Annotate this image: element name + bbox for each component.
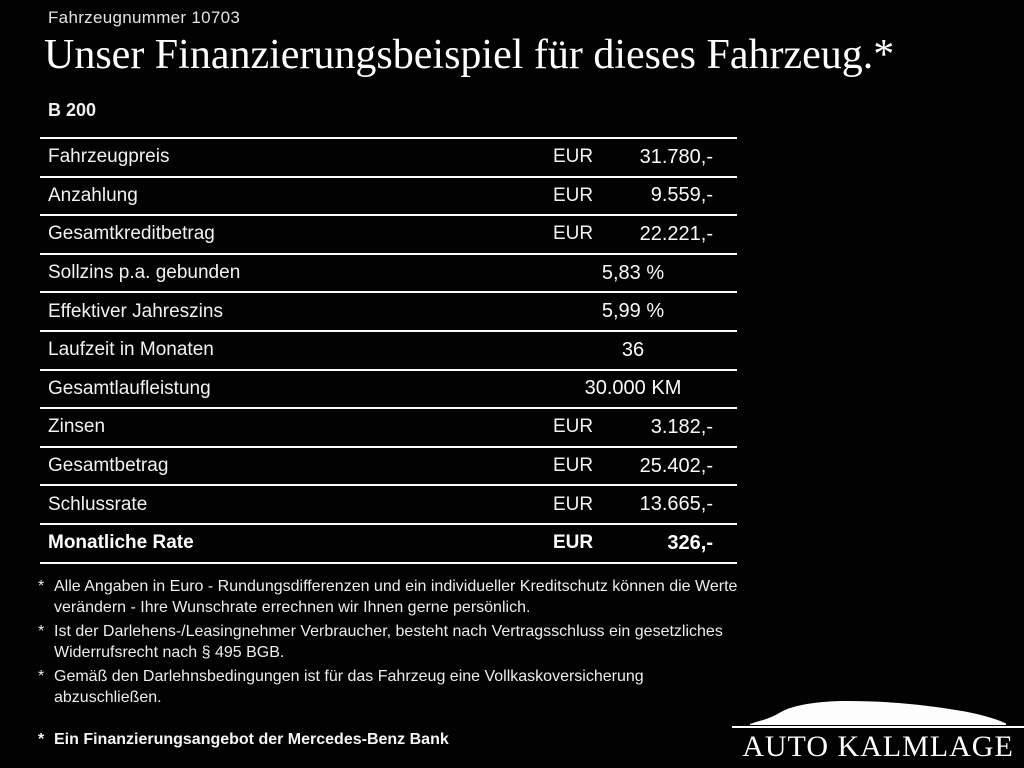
footnote: * Ist der Darlehens-/Leasingnehmer Verbra…	[38, 621, 740, 663]
row-currency: EUR	[553, 532, 594, 554]
row-label: Effektiver Jahreszins	[48, 300, 223, 322]
finance-table-row: Effektiver Jahreszins 5,99 %	[40, 293, 737, 332]
row-value: 22.221,-	[639, 222, 713, 245]
row-value: 31.780,-	[639, 145, 713, 168]
page-title: Unser Finanzierungsbeispiel für dieses F…	[44, 32, 895, 78]
row-currency: EUR	[553, 455, 594, 477]
bank-note-text: Ein Finanzierungsangebot der Mercedes-Be…	[54, 731, 449, 748]
vehicle-model: B 200	[48, 100, 97, 120]
finance-table-row: Laufzeit in Monaten 36	[40, 332, 737, 371]
row-value: 9.559,-	[650, 184, 713, 207]
finance-table: Fahrzeugpreis EUR 31.780,- Anzahlung EUR 9.55…	[40, 137, 737, 564]
footnote-marker: *	[38, 668, 45, 685]
logo-divider-line	[732, 726, 1024, 728]
row-value: 5,99 %	[601, 300, 665, 323]
footnote-text: Alle Angaben in Euro - Rundungsdifferenz…	[54, 578, 738, 616]
dealer-name: AUTO KALMLAGE	[742, 730, 1014, 763]
row-value: 326,-	[667, 531, 713, 554]
footnote: * Gemäß den Darlehnsbedingungen ist für d…	[38, 666, 740, 708]
footnote-text: Ist der Darlehens-/Leasingnehmer Verbrau…	[54, 623, 723, 661]
row-value: 25.402,-	[639, 454, 713, 477]
footnote-marker: *	[38, 578, 45, 595]
footnote-marker: *	[38, 623, 45, 640]
footnotes: * Alle Angaben in Euro - Rundungsdifferen…	[38, 576, 740, 711]
footnote-text: Gemäß den Darlehnsbedingungen ist für da…	[54, 668, 644, 706]
row-label: Laufzeit in Monaten	[48, 339, 214, 361]
finance-table-row: Gesamtkreditbetrag EUR 22.221,-	[40, 216, 737, 255]
dealer-logo: AUTO KALMLAGE	[732, 700, 1024, 764]
row-value: 3.182,-	[650, 415, 713, 438]
row-currency: EUR	[553, 493, 594, 515]
vehicle-number: Fahrzeugnummer 10703	[48, 8, 241, 27]
finance-table-row: Gesamtlaufleistung 30.000 KM	[40, 371, 737, 410]
row-currency: EUR	[553, 146, 594, 168]
row-value: 30.000 KM	[584, 377, 682, 400]
finance-table-row: Sollzins p.a. gebunden 5,83 %	[40, 255, 737, 294]
row-currency: EUR	[553, 416, 594, 438]
finance-table-row: Fahrzeugpreis EUR 31.780,-	[40, 139, 737, 178]
footnote-marker: *	[38, 731, 45, 748]
row-label: Anzahlung	[48, 184, 138, 206]
finance-table-row: Gesamtbetrag EUR 25.402,-	[40, 448, 737, 487]
finance-table-row: Zinsen EUR 3.182,-	[40, 409, 737, 448]
car-silhouette-icon	[750, 701, 1006, 725]
finance-table-row: Anzahlung EUR 9.559,-	[40, 178, 737, 217]
row-value: 13.665,-	[639, 493, 713, 516]
finance-table-row: Schlussrate EUR 13.665,-	[40, 486, 737, 525]
row-value: 36	[621, 338, 645, 361]
row-label: Fahrzeugpreis	[48, 146, 170, 168]
bank-note: * Ein Finanzierungsangebot der Mercedes-…	[38, 731, 449, 749]
row-label: Schlussrate	[48, 493, 148, 515]
row-label: Gesamtkreditbetrag	[48, 223, 215, 245]
row-label: Monatliche Rate	[48, 532, 194, 554]
row-value: 5,83 %	[601, 261, 665, 284]
row-label: Zinsen	[48, 416, 106, 438]
row-currency: EUR	[553, 223, 594, 245]
finance-table-row: Monatliche Rate EUR 326,-	[40, 525, 737, 564]
row-label: Gesamtbetrag	[48, 455, 169, 477]
footnote: * Alle Angaben in Euro - Rundungsdifferen…	[38, 576, 740, 618]
row-label: Sollzins p.a. gebunden	[48, 262, 241, 284]
row-label: Gesamtlaufleistung	[48, 377, 211, 399]
row-currency: EUR	[553, 184, 594, 206]
